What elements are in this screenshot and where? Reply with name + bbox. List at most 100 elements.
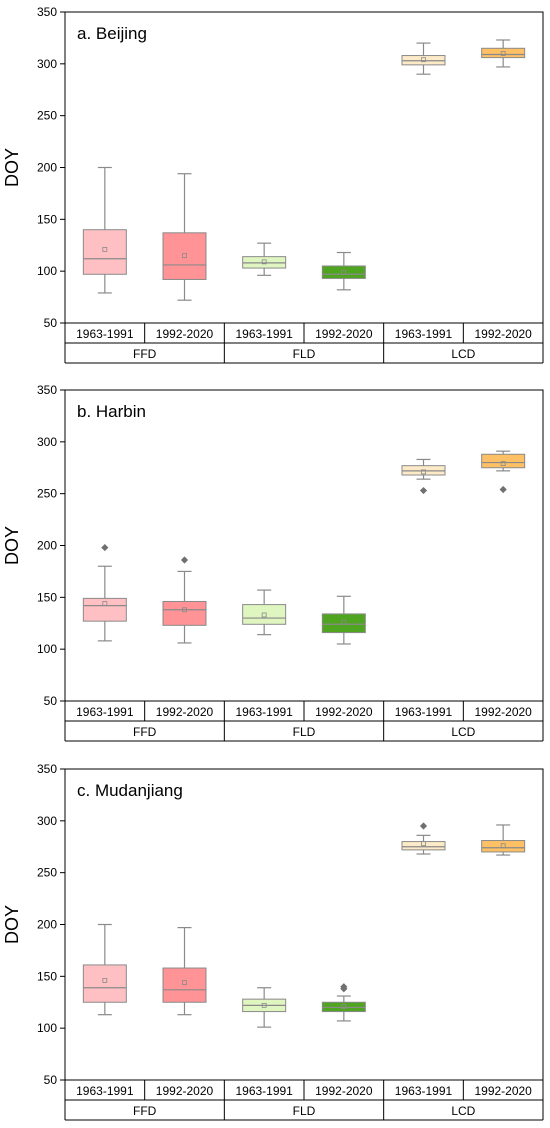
y-tick-label: 250 [37,109,57,123]
group-label: FFD [133,1104,157,1118]
category-label: 1963-1991 [76,1084,134,1098]
mean-marker [102,978,108,983]
y-tick-label: 250 [37,866,57,880]
category-label: 1963-1991 [235,327,293,341]
y-tick-label: 50 [44,694,58,708]
mean-marker [500,843,506,849]
box-iqr [481,453,526,469]
box-fld-1963-1991 [242,987,287,1028]
y-tick-label: 100 [37,1021,57,1035]
panel-title: c. Mudanjiang [77,781,183,800]
mean-marker [182,253,187,259]
y-tick-label: 100 [37,264,57,278]
box-ffd-1963-1991 [82,166,127,294]
category-label: 1963-1991 [76,705,134,719]
box-iqr [162,232,207,280]
box-fld-1963-1991 [242,242,287,276]
chart-panel-1: 50 100 150 200 250 300 350 DOY a. Beijing 1963-19… [2,5,544,364]
box-fld-1963-1991 [242,589,287,636]
box-lcd-1992-2020 [481,824,526,856]
box-ffd-1992-2020 [162,556,207,644]
outlier-point [101,543,109,552]
panel-title: a. Beijing [77,24,147,43]
box-iqr [321,265,366,279]
y-tick-label: 50 [44,1073,58,1087]
y-axis-label: DOY [2,148,22,187]
y-tick-label: 200 [37,918,57,932]
group-label: LCD [451,347,475,361]
mean-marker [261,1002,267,1008]
outlier-point [419,822,428,830]
plot-frame [64,389,544,702]
box-fld-1992-2020 [321,983,366,1022]
outlier-point [419,486,428,495]
mean-marker [261,259,267,265]
box-ffd-1992-2020 [162,927,207,1016]
plot-frame [64,11,544,324]
mean-marker [421,469,426,475]
mean-marker [341,619,347,625]
box-iqr [242,604,287,625]
category-label: 1992-2020 [315,705,373,719]
y-axis-label: DOY [2,905,22,944]
y-tick-label: 250 [37,487,57,501]
category-label: 1963-1991 [76,327,134,341]
mean-marker [182,607,187,613]
mean-marker [102,601,108,606]
chart-panel-3: 50 100 150 200 250 300 350 DOY c. Mudanjiang 1963… [2,762,544,1121]
y-tick-label: 200 [37,539,57,553]
box-iqr [82,229,127,275]
y-tick-label: 100 [37,642,57,656]
y-tick-label: 300 [37,814,57,828]
category-label: 1963-1991 [235,705,293,719]
box-iqr [82,597,127,622]
box-iqr [162,967,207,1003]
category-label: 1992-2020 [474,1084,532,1098]
group-label: FLD [293,347,316,361]
chart-panel-2: 50 100 150 200 250 300 350 DOY b. Harbin 1963-199… [2,383,544,742]
category-label: 1992-2020 [315,327,373,341]
box-ffd-1963-1991 [82,543,127,642]
outlier-point [180,556,189,564]
y-tick-label: 200 [37,161,57,175]
group-label: FLD [293,1104,316,1118]
mean-marker [421,841,426,847]
mean-marker [341,1003,347,1009]
box-fld-1992-2020 [321,251,366,291]
category-label: 1992-2020 [156,705,214,719]
box-ffd-1992-2020 [162,173,207,301]
y-axis-label: DOY [2,526,22,565]
mean-marker [500,461,506,467]
box-iqr [162,600,207,626]
panel-title: b. Harbin [77,402,146,421]
category-label: 1963-1991 [395,705,453,719]
mean-marker [341,269,347,275]
category-label: 1992-2020 [474,327,532,341]
group-label: LCD [451,1104,475,1118]
box-ffd-1963-1991 [82,923,127,1016]
y-tick-label: 50 [44,316,58,330]
y-tick-label: 150 [37,212,57,226]
group-label: FFD [133,725,157,739]
category-label: 1992-2020 [474,705,532,719]
y-tick-label: 350 [37,5,57,19]
mean-marker [182,980,187,985]
y-tick-label: 350 [37,762,57,776]
mean-marker [261,612,267,618]
box-lcd-1992-2020 [481,39,526,68]
mean-marker [102,246,108,252]
box-iqr [82,964,127,1003]
y-tick-label: 150 [37,969,57,983]
category-label: 1992-2020 [156,327,214,341]
box-lcd-1963-1991 [401,42,446,75]
box-iqr [481,47,526,59]
box-iqr [321,613,366,634]
y-tick-label: 350 [37,383,57,397]
category-label: 1963-1991 [235,1084,293,1098]
y-tick-label: 300 [37,57,57,71]
y-tick-label: 150 [37,590,57,604]
box-lcd-1963-1991 [401,822,446,855]
group-label: LCD [451,725,475,739]
plot-frame [64,768,544,1081]
